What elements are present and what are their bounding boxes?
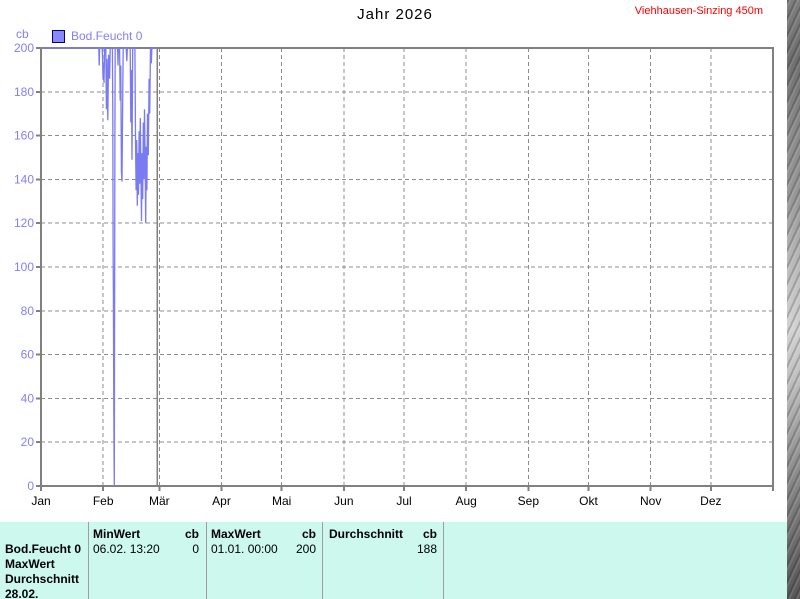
plot-frame [40,47,774,487]
table-row-label: MaxWert [5,557,55,571]
y-tick-label: 100 [14,260,34,274]
series-color-swatch-icon [52,29,65,43]
y-tick-label: 180 [14,85,34,99]
y-tick-label: 60 [21,348,35,362]
x-tick-label: Mär [149,494,170,508]
y-tick-label: 20 [21,435,35,449]
durchschnitt-header: Durchschnitt [329,527,404,541]
legend-item: Bod.Feucht 0 [52,29,142,43]
statistics-table: Bod.Feucht 0 MaxWert Durchschnitt 28.02.… [0,522,787,599]
x-tick-label: Dez [700,494,721,508]
table-separator [443,522,444,599]
x-tick-label: Feb [93,494,114,508]
y-tick-label: 80 [21,304,35,318]
x-tick-label: Aug [455,494,476,508]
chart-title: Jahr 2026 [357,6,433,23]
data-series-line [41,47,158,487]
desktop-wallpaper-strip [787,0,800,599]
x-tick-label: Nov [640,494,661,508]
minwert-date: 06.02. 13:20 [93,542,160,556]
table-row-label: 28.02. [5,587,39,599]
x-tick-label: Sep [518,494,540,508]
table-column-header: MinWert cb [93,527,199,541]
maxwert-unit: cb [301,527,316,541]
table-separator [206,522,207,599]
y-tick-label: 160 [14,129,34,143]
x-tick-label: Jan [31,494,50,508]
station-name-label: Viehhausen-Sinzing 450m [634,5,763,17]
table-cell: 188 [329,542,437,556]
legend-series-label: Bod.Feucht 0 [71,29,143,43]
durchschnitt-value: 188 [416,542,437,556]
y-tick-label: 40 [21,391,35,405]
y-tick-label: 0 [27,479,34,493]
x-tick-label: Mai [272,494,291,508]
maxwert-value: 200 [295,542,316,556]
x-tick-label: Okt [579,494,598,508]
maxwert-date: 01.01. 00:00 [211,542,278,556]
x-tick-label: Jun [334,494,353,508]
table-row-label: Durchschnitt [5,572,80,586]
durchschnitt-unit: cb [422,527,437,541]
y-tick-label: 200 [14,41,34,55]
minwert-value: 0 [192,542,199,556]
minwert-header: MinWert [93,527,141,541]
table-separator [88,522,89,599]
table-row-label: Bod.Feucht 0 [5,542,82,556]
table-column-header: MaxWert cb [211,527,316,541]
y-tick-label: 120 [14,216,34,230]
maxwert-header: MaxWert [211,527,261,541]
x-tick-label: Apr [212,494,231,508]
y-axis-unit-label: cb [16,27,29,41]
table-column-header: Durchschnitt cb [329,527,437,541]
table-separator [322,522,323,599]
table-cell: 06.02. 13:20 0 [93,542,199,556]
y-tick-label: 140 [14,172,34,186]
table-cell: 01.01. 00:00 200 [211,542,316,556]
x-tick-label: Jul [396,494,411,508]
minwert-unit: cb [184,527,199,541]
